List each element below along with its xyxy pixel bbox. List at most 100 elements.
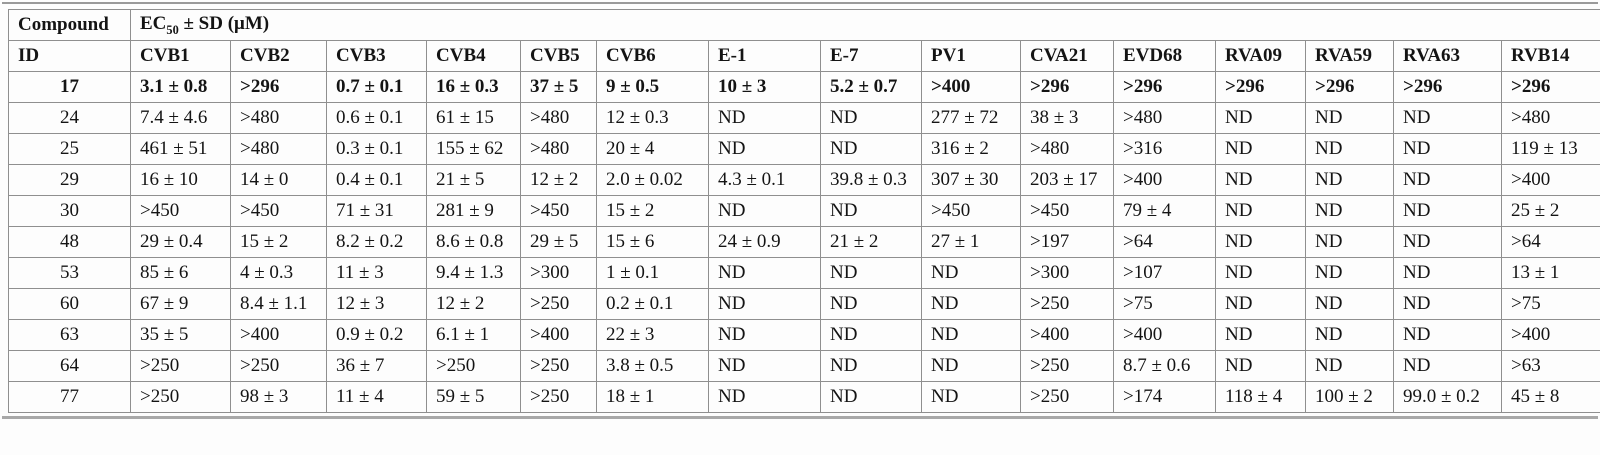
ec50-value-63-evd68: >400 — [1113, 319, 1216, 351]
ec50-value-17-cvb6: 9 ± 0.5 — [596, 71, 709, 103]
ec50-value-30-cvb4: 281 ± 9 — [426, 195, 521, 227]
ec50-value-53-rva09: ND — [1215, 257, 1306, 289]
ec50-value-63-cvb2: >400 — [230, 319, 327, 351]
ec50-value-60-e-7: ND — [820, 288, 922, 320]
ec50-value-17-cvb2: >296 — [230, 71, 327, 103]
ec50-value-48-cvb3: 8.2 ± 0.2 — [326, 226, 427, 258]
column-header-rvb14: RVB14 — [1500, 40, 1600, 72]
ec50-value-63-rva63: ND — [1393, 319, 1502, 351]
ec50-value-53-cvb6: 1 ± 0.1 — [596, 257, 709, 289]
ec50-value-17-rva09: >296 — [1215, 71, 1306, 103]
ec50-value-53-cvb5: >300 — [520, 257, 597, 289]
ec50-value-29-e-7: 39.8 ± 0.3 — [820, 164, 922, 196]
compound-row-48: 48 29 ± 0.4 15 ± 2 8.2 ± 0.2 8.6 ± 0.8 29 ± 5… — [8, 226, 1600, 258]
column-header-pv1: PV1 — [921, 40, 1021, 72]
ec50-value-53-cvb1: 85 ± 6 — [130, 257, 231, 289]
ec50-value-77-pv1: ND — [921, 381, 1021, 413]
ec50-value-24-cvb4: 61 ± 15 — [426, 102, 521, 134]
ec50-value-30-e-1: ND — [708, 195, 821, 227]
ec50-value-63-cvb6: 22 ± 3 — [596, 319, 709, 351]
table-header: Compound EC50 ± SD (μM) ID CVB1 CVB2 CVB3 C… — [8, 9, 1600, 72]
ec50-value-48-rva63: ND — [1393, 226, 1502, 258]
ec50-value-60-cvb1: 67 ± 9 — [130, 288, 231, 320]
ec50-value-77-rva63: 99.0 ± 0.2 — [1393, 381, 1502, 413]
ec50-value-64-cvb6: 3.8 ± 0.5 — [596, 350, 709, 382]
ec50-value-64-e-7: ND — [820, 350, 922, 382]
ec50-value-30-pv1: >450 — [921, 195, 1021, 227]
ec50-value-24-rvb14: >480 — [1500, 102, 1600, 134]
compound-row-77: 77 >250 98 ± 3 11 ± 4 59 ± 5 >250 18 ± 1 ND ND ND… — [8, 381, 1600, 413]
ec50-value-30-cvb6: 15 ± 2 — [596, 195, 709, 227]
ec50-value-77-rvb14: 45 ± 8 — [1500, 381, 1600, 413]
ec50-value-48-pv1: 27 ± 1 — [921, 226, 1021, 258]
compound-id: 17 — [8, 71, 131, 103]
column-header-e-7: E-7 — [820, 40, 922, 72]
ec50-value-63-pv1: ND — [921, 319, 1021, 351]
virus-header-row: ID CVB1 CVB2 CVB3 CVB4 CVB5 CVB6 E-1 E-7 PV1 CVA2… — [8, 40, 1600, 72]
ec50-value-24-rva59: ND — [1305, 102, 1394, 134]
column-header-cvb3: CVB3 — [326, 40, 427, 72]
ec50-value-60-rvb14: >75 — [1500, 288, 1600, 320]
ec50-value-77-evd68: >174 — [1113, 381, 1216, 413]
ec50-value-17-evd68: >296 — [1113, 71, 1216, 103]
ec50-value-60-e-1: ND — [708, 288, 821, 320]
ec50-value-77-cvb4: 59 ± 5 — [426, 381, 521, 413]
ec50-label-prefix: EC — [140, 12, 167, 34]
ec50-label-subscript: 50 — [166, 22, 179, 37]
ec50-value-53-evd68: >107 — [1113, 257, 1216, 289]
ec50-value-48-cvb2: 15 ± 2 — [230, 226, 327, 258]
ec50-value-53-e-1: ND — [708, 257, 821, 289]
ec50-value-24-cvb5: >480 — [520, 102, 597, 134]
ec50-value-24-e-7: ND — [820, 102, 922, 134]
ec50-value-48-cvb6: 15 ± 6 — [596, 226, 709, 258]
ec50-value-30-evd68: 79 ± 4 — [1113, 195, 1216, 227]
column-header-evd68: EVD68 — [1113, 40, 1216, 72]
ec50-value-64-cvb1: >250 — [130, 350, 231, 382]
ec50-value-63-cvb4: 6.1 ± 1 — [426, 319, 521, 351]
ec50-value-25-cvb3: 0.3 ± 0.1 — [326, 133, 427, 165]
ec50-value-48-e-7: 21 ± 2 — [820, 226, 922, 258]
ec50-value-17-cvb4: 16 ± 0.3 — [426, 71, 521, 103]
ec50-value-24-cvb1: 7.4 ± 4.6 — [130, 102, 231, 134]
ec50-value-25-rva63: ND — [1393, 133, 1502, 165]
column-header-cvb1: CVB1 — [130, 40, 231, 72]
ec50-value-48-cvb5: 29 ± 5 — [520, 226, 597, 258]
ec50-value-25-cvb6: 20 ± 4 — [596, 133, 709, 165]
ec50-value-77-e-7: ND — [820, 381, 922, 413]
ec50-value-63-cvb1: 35 ± 5 — [130, 319, 231, 351]
ec50-value-48-e-1: 24 ± 0.9 — [708, 226, 821, 258]
ec50-value-25-rvb14: 119 ± 13 — [1500, 133, 1600, 165]
ec50-value-24-cvb6: 12 ± 0.3 — [596, 102, 709, 134]
ec50-value-24-pv1: 277 ± 72 — [921, 102, 1021, 134]
ec50-value-64-cvb2: >250 — [230, 350, 327, 382]
ec50-value-25-evd68: >316 — [1113, 133, 1216, 165]
ec50-value-64-pv1: ND — [921, 350, 1021, 382]
ec50-value-29-rva09: ND — [1215, 164, 1306, 196]
ec50-value-25-e-7: ND — [820, 133, 922, 165]
ec50-value-63-e-1: ND — [708, 319, 821, 351]
ec50-value-24-evd68: >480 — [1113, 102, 1216, 134]
ec50-value-64-cva21: >250 — [1020, 350, 1114, 382]
ec50-value-53-e-7: ND — [820, 257, 922, 289]
id-header-cell: ID — [8, 40, 131, 72]
ec50-value-60-rva63: ND — [1393, 288, 1502, 320]
ec50-value-48-cvb1: 29 ± 0.4 — [130, 226, 231, 258]
compound-id: 24 — [8, 102, 131, 134]
ec50-value-17-cvb3: 0.7 ± 0.1 — [326, 71, 427, 103]
ec50-value-29-cva21: 203 ± 17 — [1020, 164, 1114, 196]
ec50-value-77-e-1: ND — [708, 381, 821, 413]
ec50-value-77-cvb3: 11 ± 4 — [326, 381, 427, 413]
ec50-value-24-cva21: 38 ± 3 — [1020, 102, 1114, 134]
ec50-value-24-cvb3: 0.6 ± 0.1 — [326, 102, 427, 134]
ec50-value-29-rvb14: >400 — [1500, 164, 1600, 196]
ec50-value-53-cvb3: 11 ± 3 — [326, 257, 427, 289]
ec50-value-48-cvb4: 8.6 ± 0.8 — [426, 226, 521, 258]
column-header-cvb2: CVB2 — [230, 40, 327, 72]
ec50-value-30-cvb5: >450 — [520, 195, 597, 227]
ec50-table: Compound EC50 ± SD (μM) ID CVB1 CVB2 CVB3 C… — [8, 9, 1600, 413]
ec50-value-63-cva21: >400 — [1020, 319, 1114, 351]
ec50-value-60-cva21: >250 — [1020, 288, 1114, 320]
